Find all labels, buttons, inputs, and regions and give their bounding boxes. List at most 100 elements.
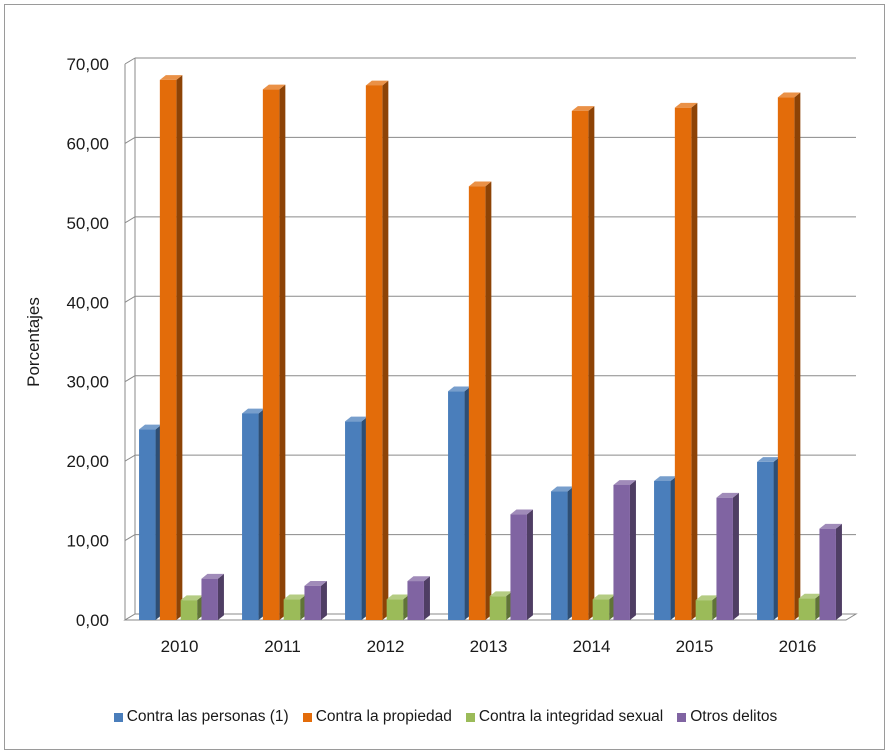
bar xyxy=(654,481,671,620)
legend-label: Contra la propiedad xyxy=(315,708,452,725)
bar xyxy=(551,491,568,620)
bar-top xyxy=(304,581,327,586)
legend-swatch xyxy=(113,712,123,722)
chart-legend: Contra las personas (1) Contra la propied… xyxy=(0,708,891,726)
bar-side xyxy=(423,576,430,620)
bar-side xyxy=(217,573,224,620)
bar-top xyxy=(654,476,677,481)
gridline-side xyxy=(124,375,136,383)
bar xyxy=(159,79,177,620)
legend-item: Contra las personas (1) xyxy=(113,708,289,726)
bar xyxy=(613,484,630,620)
bar-top xyxy=(201,573,224,579)
bar xyxy=(365,85,383,620)
bar xyxy=(592,599,610,620)
gridline-side xyxy=(124,295,136,303)
x-tick-label: 2012 xyxy=(367,637,405,656)
bar xyxy=(757,461,774,620)
bar xyxy=(716,497,733,620)
bar-top xyxy=(798,593,822,599)
y-axis-label: Porcentajes xyxy=(24,297,43,387)
bar xyxy=(798,598,816,620)
bar-top xyxy=(551,486,574,492)
bar-top xyxy=(159,75,183,80)
bar-top xyxy=(489,591,513,597)
bar-top xyxy=(777,92,801,98)
bar xyxy=(283,599,301,620)
bar-top xyxy=(716,492,739,498)
gridline-side xyxy=(124,216,136,224)
x-tick-label: 2016 xyxy=(779,637,817,656)
bar xyxy=(448,391,465,620)
bar xyxy=(819,528,836,620)
bar-top xyxy=(407,576,430,582)
legend-swatch xyxy=(677,712,687,722)
bar-chart: 0,00 10,00 20,00 30,00 40,00 50,00 60,00 70,00 2… xyxy=(24,55,858,656)
gridline-side xyxy=(124,136,136,144)
bar-side xyxy=(629,480,636,620)
bar xyxy=(180,600,198,620)
legend-label: Otros delitos xyxy=(690,708,778,725)
bar xyxy=(345,421,362,620)
bar-side xyxy=(835,523,842,620)
bar-side xyxy=(485,181,492,620)
gridline-side xyxy=(124,57,136,65)
y-tick-label: 0,00 xyxy=(76,611,109,630)
x-tick-label: 2010 xyxy=(161,637,199,656)
bar-top xyxy=(365,80,389,86)
bar xyxy=(407,581,424,620)
bar-top xyxy=(510,509,533,515)
bar-top xyxy=(283,594,307,600)
x-tick-label: 2013 xyxy=(470,637,508,656)
bar-side xyxy=(691,102,698,620)
gridline-side xyxy=(124,534,136,542)
bar xyxy=(262,89,280,621)
bar xyxy=(201,578,218,620)
bar-top xyxy=(345,416,368,422)
y-tick-label: 30,00 xyxy=(66,373,109,392)
bar-side xyxy=(588,106,595,620)
bar-side xyxy=(382,80,389,621)
y-tick-label: 10,00 xyxy=(66,532,109,551)
bar-top xyxy=(613,480,636,485)
bar-side xyxy=(732,492,739,620)
x-tick-label: 2011 xyxy=(264,637,301,656)
bar-side xyxy=(526,509,533,620)
bar-top xyxy=(242,408,265,414)
chart-frame xyxy=(4,4,885,750)
bar-top xyxy=(262,84,286,90)
bar-top xyxy=(468,181,492,187)
legend-item: Otros delitos xyxy=(677,708,777,726)
bar-side xyxy=(176,75,183,621)
bar-top xyxy=(592,594,616,600)
bar-top xyxy=(674,102,698,108)
x-tick-label: 2014 xyxy=(573,637,611,656)
bar-top xyxy=(180,595,204,601)
bar xyxy=(571,110,589,620)
bar xyxy=(489,596,507,620)
y-tick-label: 70,00 xyxy=(66,55,109,74)
bar xyxy=(304,585,321,620)
legend-swatch xyxy=(465,712,475,722)
bar-top xyxy=(695,595,719,601)
y-tick-label: 50,00 xyxy=(66,214,109,233)
bar-top xyxy=(571,106,595,111)
bar xyxy=(139,429,156,620)
bar xyxy=(695,600,713,620)
bar xyxy=(510,514,527,620)
bar xyxy=(674,107,692,620)
bar xyxy=(777,97,795,621)
bar-top xyxy=(819,523,842,529)
bar xyxy=(242,413,259,620)
bar-side xyxy=(320,581,327,620)
bar-side xyxy=(794,92,801,620)
bar-top xyxy=(448,386,471,392)
y-tick-label: 40,00 xyxy=(66,293,109,312)
y-tick-label: 60,00 xyxy=(66,134,109,153)
bar-side xyxy=(279,84,286,621)
legend-item: Contra la integridad sexual xyxy=(465,708,663,726)
bar-top xyxy=(386,594,410,600)
y-tick-label: 20,00 xyxy=(66,452,109,471)
gridline-side xyxy=(124,454,136,462)
bar xyxy=(468,186,486,620)
